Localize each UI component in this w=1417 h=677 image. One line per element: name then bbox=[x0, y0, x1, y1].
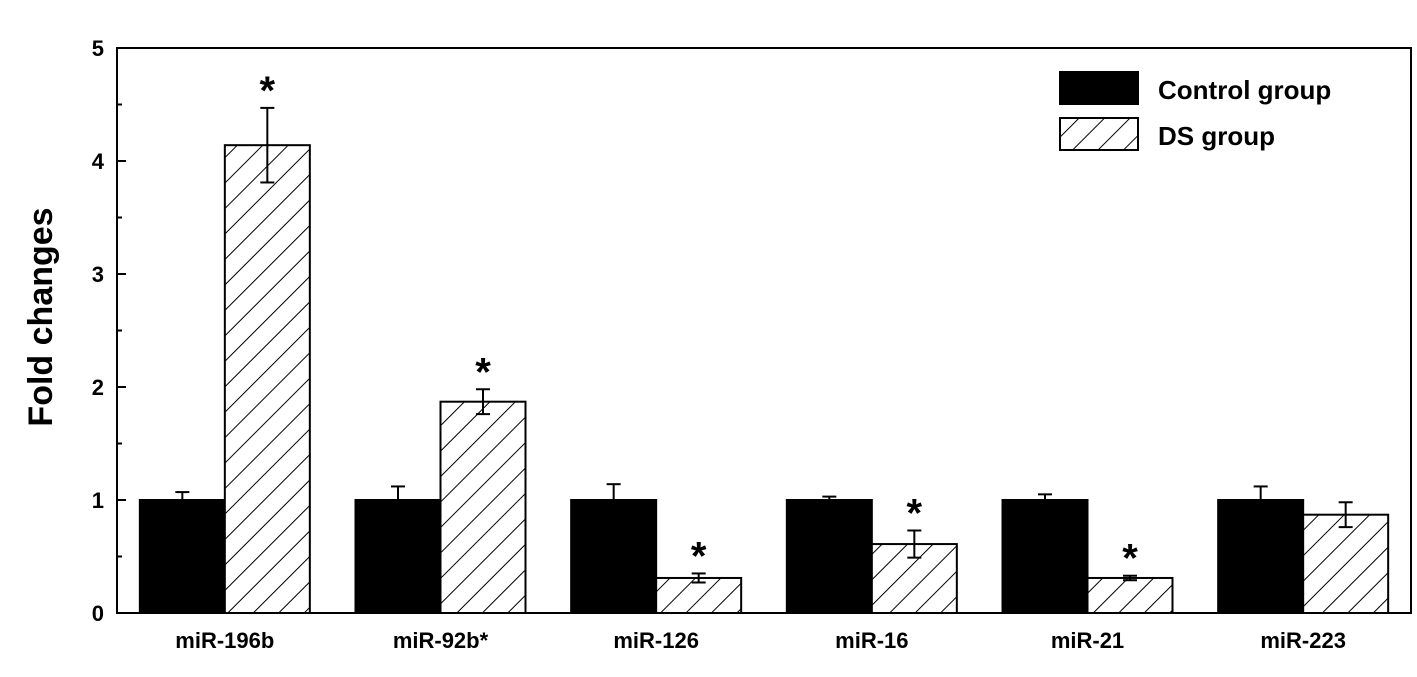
bar-ds bbox=[1086, 576, 1174, 614]
y-axis-title: Fold changes bbox=[22, 207, 60, 426]
y-tick-label: 4 bbox=[92, 149, 105, 174]
bar-control bbox=[354, 499, 442, 614]
legend-swatch bbox=[1059, 117, 1139, 151]
bar-ds bbox=[1302, 513, 1390, 614]
y-tick-label: 3 bbox=[92, 262, 104, 287]
significance-marker: * bbox=[907, 492, 923, 536]
bar-control bbox=[570, 499, 658, 614]
significance-marker: * bbox=[1122, 537, 1138, 581]
y-tick-label: 5 bbox=[92, 36, 104, 61]
legend-label: Control group bbox=[1158, 75, 1331, 105]
x-category-label: miR-126 bbox=[613, 628, 699, 653]
legend: Control group DS group bbox=[1059, 71, 1331, 151]
bar-control bbox=[138, 499, 226, 614]
x-category-label: miR-92b* bbox=[393, 628, 489, 653]
bar-ds bbox=[655, 576, 743, 614]
legend-swatch bbox=[1059, 71, 1139, 105]
y-tick-label: 0 bbox=[92, 601, 104, 626]
bar-ds bbox=[223, 144, 311, 614]
bar-control bbox=[1001, 499, 1089, 614]
x-category-label: miR-196b bbox=[175, 628, 274, 653]
significance-marker: * bbox=[260, 69, 276, 113]
bar-ds bbox=[870, 543, 958, 615]
bar-control bbox=[785, 499, 873, 614]
y-tick-label: 2 bbox=[92, 375, 104, 400]
x-category-label: miR-223 bbox=[1260, 628, 1346, 653]
y-tick-label: 1 bbox=[92, 488, 104, 513]
x-category-label: miR-21 bbox=[1051, 628, 1124, 653]
x-category-label: miR-16 bbox=[835, 628, 908, 653]
bar-control bbox=[1217, 499, 1305, 614]
significance-marker: * bbox=[475, 350, 491, 394]
significance-marker: * bbox=[691, 534, 707, 578]
bars: * * * * * bbox=[138, 69, 1390, 615]
bar-ds bbox=[439, 400, 527, 614]
legend-label: DS group bbox=[1158, 121, 1275, 151]
